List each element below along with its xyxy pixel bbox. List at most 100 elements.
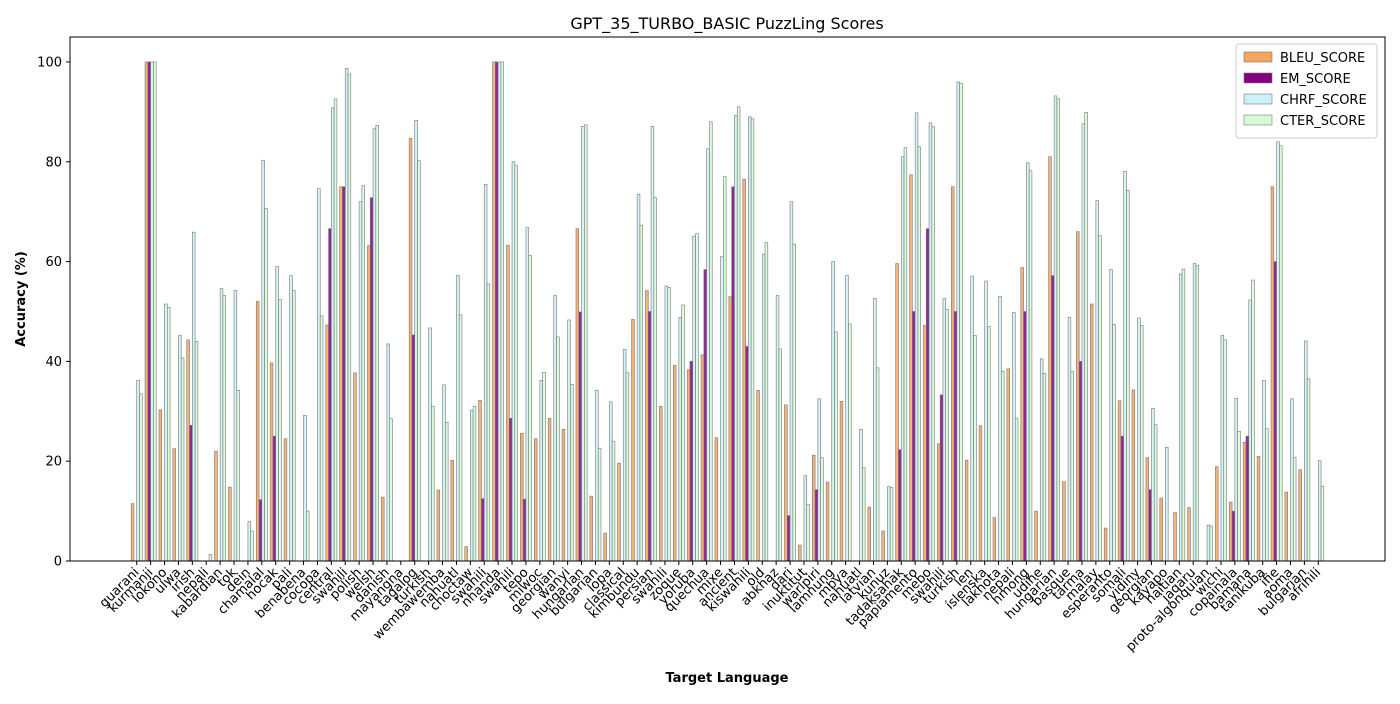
bar [992,517,997,562]
bar [678,317,682,562]
legend: BLEU_SCORE EM_SCORE CHRF_SCORE CTER_SCORE [1235,43,1378,139]
bar [953,311,958,562]
bar [428,327,432,562]
bar [539,380,543,562]
bar [186,339,190,562]
bar [553,295,557,562]
bar [706,148,710,562]
bar [820,457,824,562]
bar [331,107,335,562]
bar [1056,98,1061,562]
bar [903,147,908,562]
legend-label: BLEU_SCORE [1280,51,1365,66]
bar [478,400,482,562]
bar [414,120,418,562]
bar [1209,525,1213,562]
bar [528,255,532,562]
bar [1276,141,1280,562]
bar [817,398,821,562]
bar [522,498,527,562]
bar [664,285,669,562]
bar [625,372,630,562]
bar [367,245,371,562]
bar [575,228,580,562]
bar [1279,145,1283,562]
bar [609,401,613,562]
bar [845,275,849,562]
bar [372,128,377,562]
bar [923,325,927,562]
bar [497,61,502,562]
bar [158,409,163,562]
bar [636,193,641,562]
bar [1051,275,1055,562]
bar [1020,267,1024,562]
bar [1265,428,1269,562]
bar [1042,373,1047,562]
bar [945,309,949,562]
bar [584,124,588,562]
bar [653,197,657,562]
bar [748,116,752,562]
y-tick-label: 60 [45,255,62,270]
bar [806,504,810,562]
bar [859,428,863,562]
bar [283,438,288,562]
bar [951,186,955,562]
bar [164,303,168,562]
bar [964,459,969,562]
bar [1270,186,1275,562]
bar [272,435,277,562]
legend-label: EM_SCORE [1280,72,1351,87]
y-tick-label: 40 [45,355,62,370]
bar [1292,456,1297,562]
bar [647,311,652,562]
bar [192,231,196,562]
bar [333,98,338,562]
bar [431,405,435,562]
bar [219,288,224,562]
bar [895,263,899,562]
bar [1231,510,1236,562]
bar [525,227,530,562]
bar [1126,189,1130,562]
bar [381,496,385,562]
bar [611,440,616,562]
bar [1148,489,1152,562]
bar [1145,457,1149,562]
bar [269,362,274,562]
bar [500,61,504,562]
bar [1234,398,1238,562]
bar [1290,398,1294,562]
bar [914,112,919,562]
y-tick-label: 0 [54,555,62,570]
bar [180,357,185,562]
bar [831,261,835,562]
bar [547,417,552,562]
bar [189,424,193,562]
bar [1090,303,1094,562]
bar [442,384,446,562]
bar [970,275,974,562]
bar [589,495,593,562]
bar [250,530,254,562]
bar [811,454,816,562]
bar [1159,497,1163,562]
bar [486,283,491,562]
bar [931,126,935,562]
bar [222,295,226,562]
bar [742,178,746,562]
bar [1067,317,1072,562]
bar [464,546,468,562]
bar [508,417,513,562]
bar [1098,235,1102,562]
bar [597,447,602,562]
bar [912,311,916,562]
bar [798,544,802,562]
bar [495,61,499,562]
bar [303,414,307,562]
bar [723,176,727,562]
bar [233,290,238,562]
legend-label: CTER_SCORE [1280,114,1366,129]
